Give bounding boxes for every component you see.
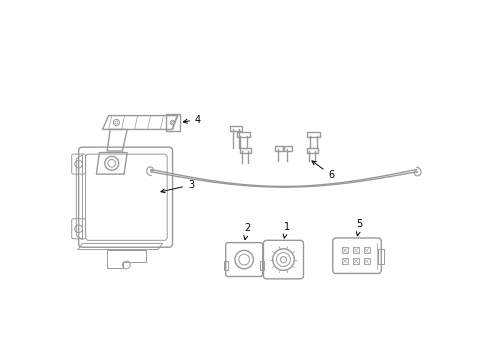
Bar [240, 148, 251, 153]
Text: 5: 5 [356, 219, 363, 236]
Bar [229, 126, 242, 131]
Bar [284, 147, 292, 151]
Text: 2: 2 [244, 223, 250, 240]
Bar [237, 132, 249, 137]
Text: 1: 1 [283, 221, 290, 238]
Bar [364, 258, 370, 264]
Text: 4: 4 [183, 114, 201, 125]
Bar [224, 261, 228, 270]
Text: 6: 6 [312, 161, 334, 180]
Bar [342, 258, 348, 264]
Bar [364, 247, 370, 253]
Text: 3: 3 [161, 180, 194, 193]
Bar [307, 148, 318, 153]
Bar [342, 247, 348, 253]
Bar [353, 258, 359, 264]
Bar [307, 132, 319, 137]
Bar [378, 249, 384, 264]
Bar [260, 261, 264, 270]
Bar [353, 247, 359, 253]
Bar [275, 147, 283, 151]
